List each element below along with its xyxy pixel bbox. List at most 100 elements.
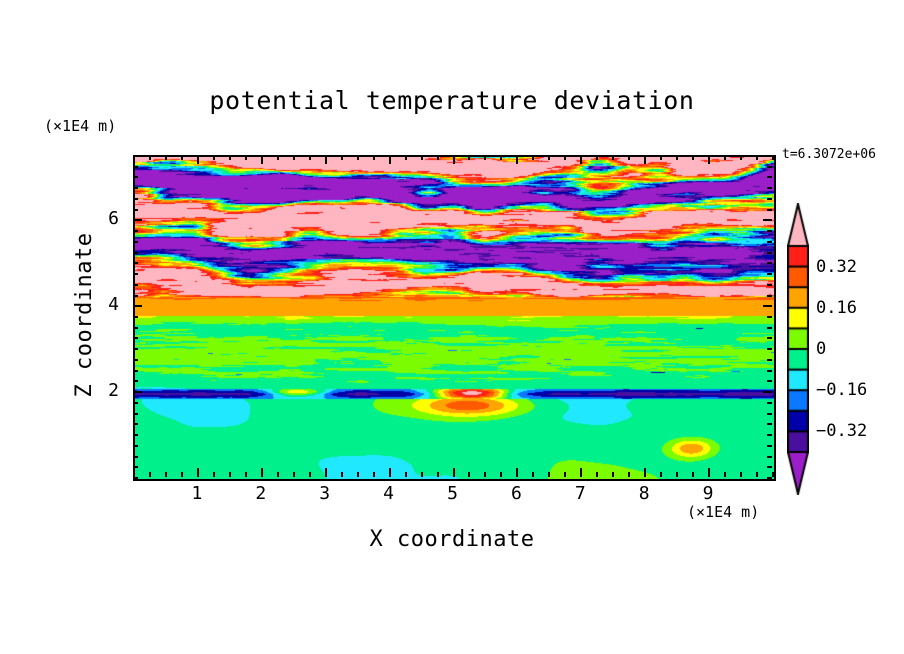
- x-tick-bottom: [261, 468, 263, 477]
- x-tick-top: [245, 155, 247, 160]
- x-tick-top: [580, 155, 582, 164]
- x-tick-top: [277, 155, 279, 160]
- x-tick-bottom: [453, 468, 455, 477]
- x-tick-top: [373, 155, 375, 160]
- x-tick-top: [660, 155, 662, 160]
- x-tick-top: [197, 155, 199, 164]
- y-tick-left: [133, 466, 138, 468]
- x-tick-bottom: [660, 472, 662, 477]
- y-tick-left: [133, 262, 138, 264]
- x-tick-label: 1: [191, 483, 203, 504]
- x-tick-top: [293, 155, 295, 160]
- x-tick-top: [628, 155, 630, 160]
- y-tick-left: [133, 359, 138, 361]
- x-tick-bottom: [484, 472, 486, 477]
- y-tick-label: 2: [108, 380, 119, 402]
- y-tick-left: [133, 230, 138, 232]
- x-tick-bottom: [325, 468, 327, 477]
- y-tick-right: [767, 359, 772, 361]
- x-tick-top: [564, 155, 566, 160]
- y-tick-left: [133, 327, 138, 329]
- y-tick-left: [133, 477, 138, 479]
- y-tick-right: [767, 166, 772, 168]
- y-tick-left: [133, 348, 138, 350]
- x-tick-label: 4: [383, 483, 395, 504]
- x-tick-label: 7: [574, 483, 586, 504]
- x-tick-top: [389, 155, 391, 164]
- y-tick-left: [133, 456, 138, 458]
- y-tick-left: [133, 155, 138, 157]
- y-tick-left: [133, 413, 138, 415]
- y-tick-left: [133, 445, 138, 447]
- x-tick-bottom: [389, 468, 391, 477]
- y-tick-right: [767, 434, 772, 436]
- y-tick-left: [133, 380, 138, 382]
- x-tick-bottom: [149, 472, 151, 477]
- x-tick-bottom: [293, 472, 295, 477]
- y-tick-left: [133, 176, 138, 178]
- x-tick-top: [612, 155, 614, 160]
- x-tick-label: 2: [255, 483, 267, 504]
- x-tick-top: [708, 155, 710, 164]
- y-tick-right: [767, 477, 772, 479]
- x-tick-label: 9: [702, 483, 714, 504]
- colorbar-tick-label: 0.32: [816, 256, 857, 277]
- x-tick-bottom: [213, 472, 215, 477]
- y-tick-right: [767, 198, 772, 200]
- y-tick-right: [767, 445, 772, 447]
- x-tick-top: [740, 155, 742, 160]
- x-tick-top: [532, 155, 534, 160]
- x-tick-label: 5: [447, 483, 458, 504]
- x-tick-top: [133, 155, 135, 160]
- y-tick-right: [767, 209, 772, 211]
- x-tick-top: [149, 155, 151, 160]
- y-tick-right: [767, 337, 772, 339]
- x-tick-top: [165, 155, 167, 160]
- y-tick-right: [767, 466, 772, 468]
- x-tick-bottom: [181, 472, 183, 477]
- x-tick-top: [229, 155, 231, 160]
- y-tick-left: [133, 219, 142, 221]
- x-tick-top: [548, 155, 550, 160]
- x-axis-unit-label: (×1E4 m): [687, 503, 760, 521]
- y-tick-left: [133, 434, 138, 436]
- x-tick-bottom: [740, 472, 742, 477]
- x-axis-title: X coordinate: [369, 527, 535, 552]
- x-tick-bottom: [676, 472, 678, 477]
- y-tick-right: [767, 316, 772, 318]
- x-tick-bottom: [644, 468, 646, 477]
- y-tick-right: [767, 413, 772, 415]
- colorbar-tick-label: −0.16: [816, 380, 868, 401]
- x-tick-bottom: [596, 472, 598, 477]
- x-tick-bottom: [421, 472, 423, 477]
- x-tick-top: [724, 155, 726, 160]
- y-tick-left: [133, 423, 138, 425]
- y-tick-right: [767, 456, 772, 458]
- y-tick-right: [767, 380, 772, 382]
- y-tick-left: [133, 370, 138, 372]
- y-tick-left: [133, 305, 142, 307]
- x-tick-bottom: [165, 472, 167, 477]
- y-tick-left: [133, 198, 138, 200]
- contour-plot-area: [133, 155, 776, 481]
- x-tick-bottom: [437, 472, 439, 477]
- y-tick-left: [133, 166, 138, 168]
- x-tick-bottom: [341, 472, 343, 477]
- x-tick-top: [309, 155, 311, 160]
- x-tick-bottom: [708, 468, 710, 477]
- y-tick-right: [767, 241, 772, 243]
- y-tick-right: [767, 370, 772, 372]
- x-tick-top: [484, 155, 486, 160]
- x-tick-top: [516, 155, 518, 164]
- y-axis-unit-label: (×1E4 m): [44, 117, 117, 135]
- y-tick-right: [767, 348, 772, 350]
- x-tick-bottom: [532, 472, 534, 477]
- y-tick-left: [133, 273, 138, 275]
- x-tick-bottom: [612, 472, 614, 477]
- x-tick-top: [772, 155, 774, 160]
- y-tick-left: [133, 316, 138, 318]
- x-tick-bottom: [564, 472, 566, 477]
- y-tick-right: [763, 391, 772, 393]
- colorbar: [787, 203, 809, 495]
